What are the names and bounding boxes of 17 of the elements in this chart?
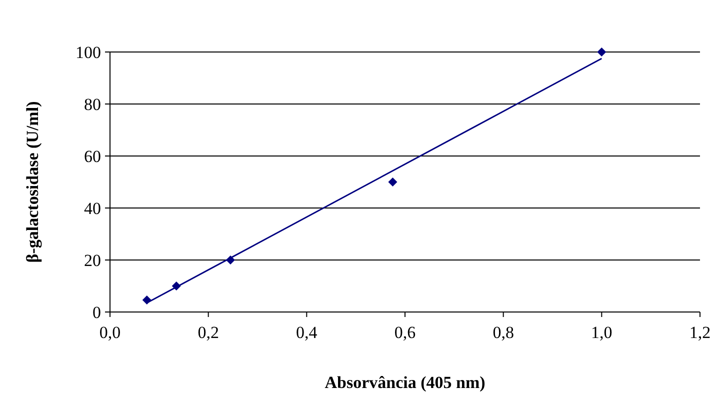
x-tick-label: 0,6 [394, 323, 416, 342]
point [597, 48, 606, 56]
point [388, 178, 398, 186]
y-tick-label: 60 [84, 146, 101, 166]
y-tick-label: 40 [84, 198, 101, 218]
y-tick-label: 20 [84, 250, 101, 270]
x-tick-label: 0,0 [99, 323, 121, 342]
x-tick-label: 0,2 [198, 323, 219, 342]
x-tick-label: 0,8 [492, 323, 514, 342]
x-tick-label: 0,4 [296, 323, 318, 342]
y-axis-title: β-galactosidase (U/ml) [23, 101, 42, 263]
y-tick-label: 0 [92, 302, 101, 322]
x-tick-label: 1,2 [689, 323, 711, 342]
x-axis-title: Absorvância (405 nm) [324, 373, 486, 392]
y-tick-label: 100 [76, 42, 101, 62]
y-tick-label: 80 [84, 94, 101, 114]
x-tick-label: 1,0 [591, 323, 612, 342]
